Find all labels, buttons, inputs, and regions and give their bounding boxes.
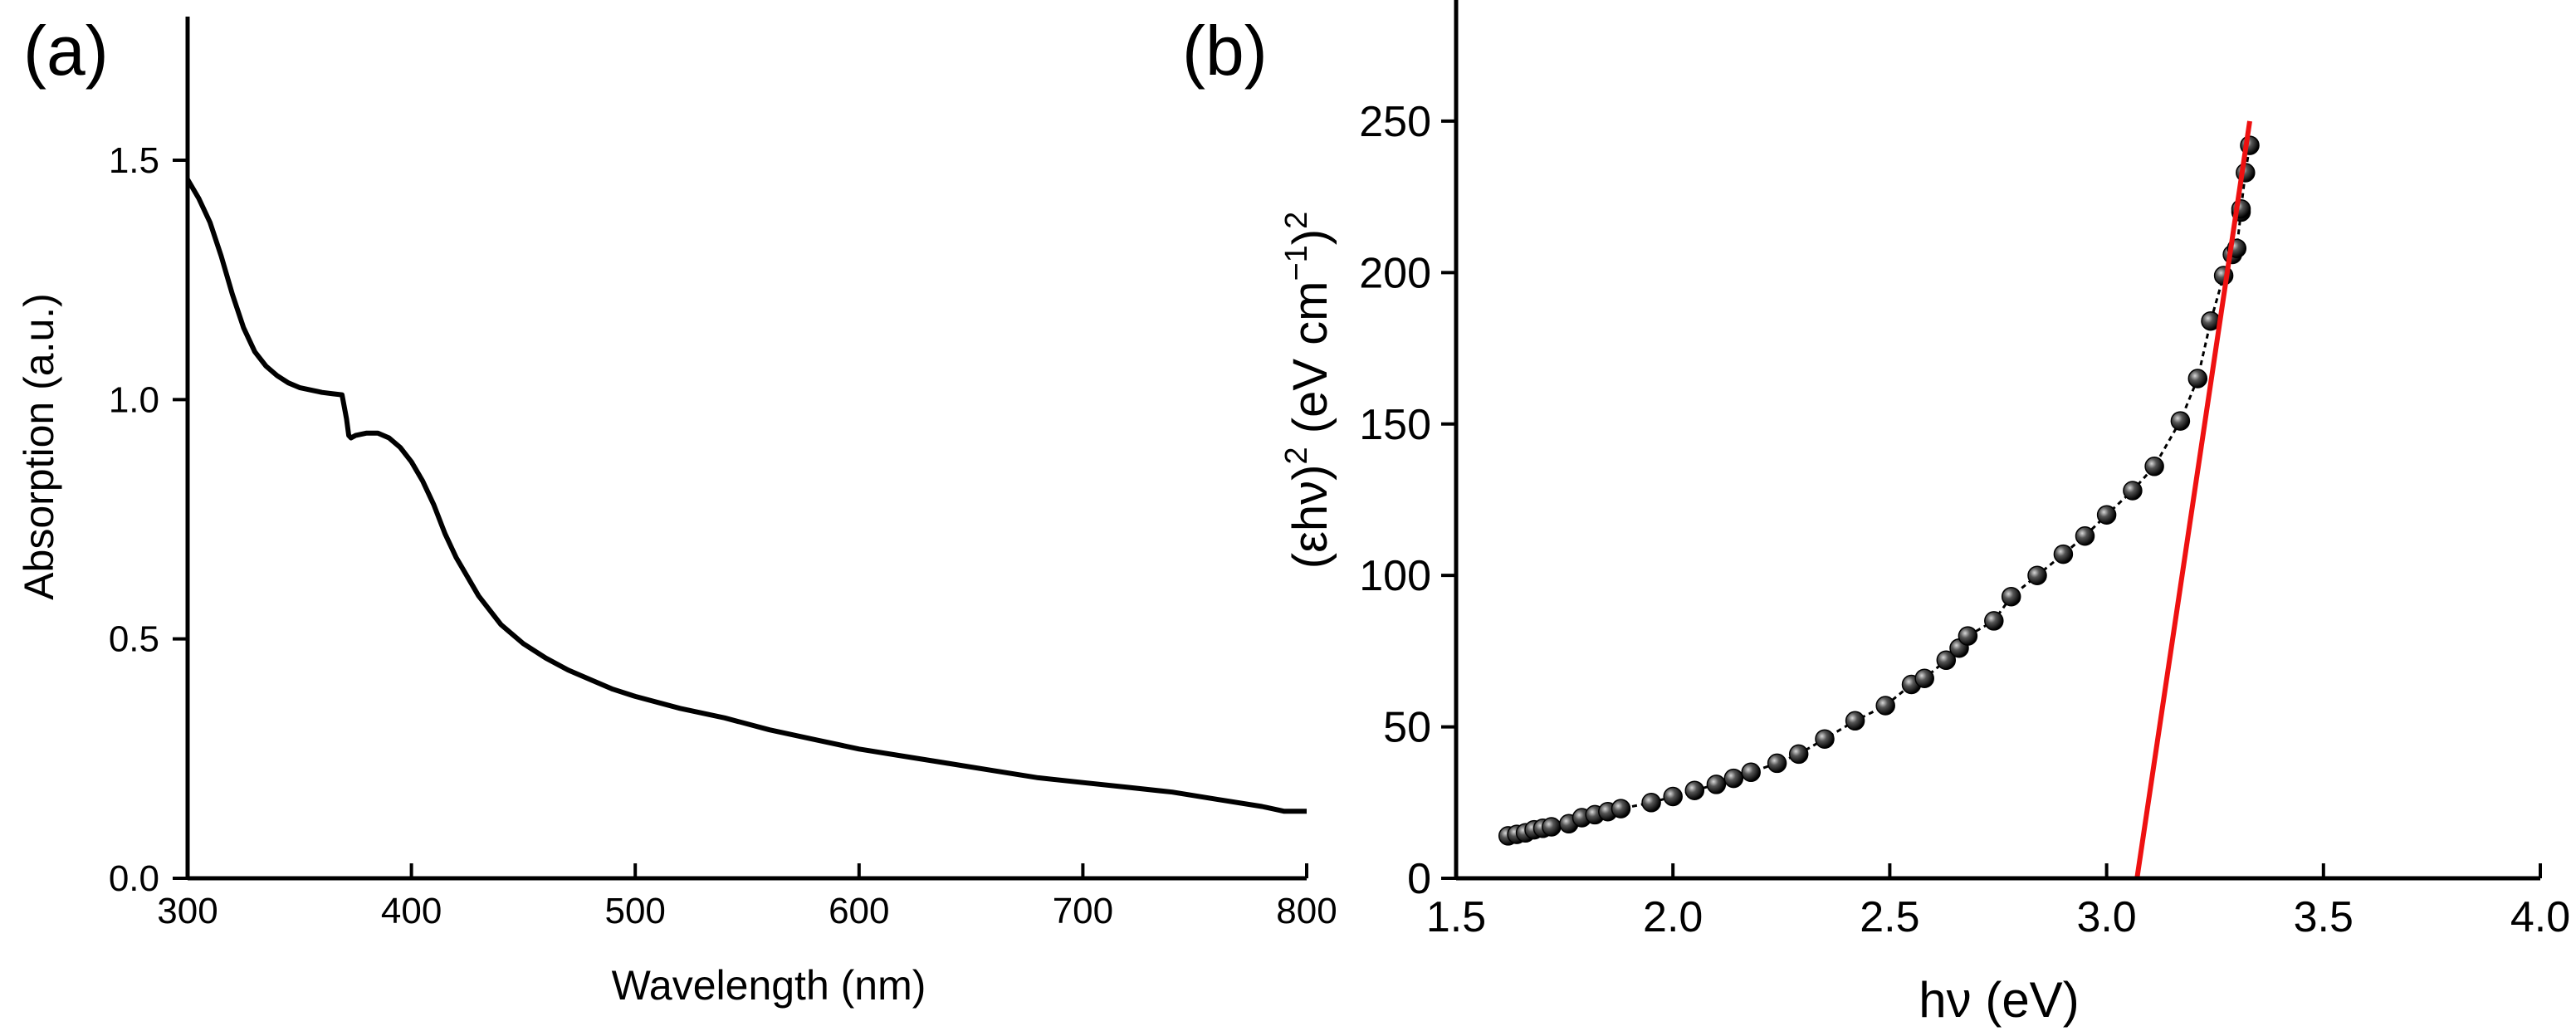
tauc-data-point xyxy=(1984,611,2004,631)
panel-a-y-axis-label: Absorption (a.u.) xyxy=(16,293,62,600)
panel-a-y-tick-label: 1.5 xyxy=(109,140,159,181)
tauc-data-point xyxy=(1815,729,1835,749)
tauc-data-point xyxy=(2144,457,2164,476)
panel-b-x-tick-label: 4.0 xyxy=(2510,893,2570,941)
panel-a-x-tick-label: 700 xyxy=(1053,891,1113,931)
tauc-data-point xyxy=(1767,753,1787,774)
tauc-data-point xyxy=(2123,481,2143,501)
absorption-curve xyxy=(185,178,1307,814)
panel-b-x-tick-label: 1.5 xyxy=(1426,893,1486,941)
panel-a-x-tick-label: 600 xyxy=(829,891,889,931)
tauc-data-point xyxy=(1684,780,1705,800)
tauc-data-point xyxy=(1706,775,1727,794)
tauc-data-point xyxy=(1845,711,1865,731)
tauc-data-point xyxy=(2187,369,2208,388)
panel-b-y-tick-label: 200 xyxy=(1359,249,1431,297)
panel-b-x-axis-label: hν (eV) xyxy=(1919,972,2079,1028)
tauc-data-point xyxy=(1542,817,1562,837)
panel-b-y-tick-label: 0 xyxy=(1407,855,1431,903)
panel-b-label: (b) xyxy=(1182,12,1268,90)
tauc-data-point xyxy=(2075,525,2095,546)
tauc-data-point xyxy=(1936,650,1957,671)
y-label-part-1: (εhν) xyxy=(1283,465,1337,569)
panel-b-y-tick-label: 100 xyxy=(1359,552,1431,600)
panel-b-y-tick-label: 50 xyxy=(1383,704,1431,752)
tauc-data-point xyxy=(1663,786,1683,807)
panel-b-tick-labels: 1.5 2.0 2.5 3.0 3.5 4.0 0 50 100 150 200 250 xyxy=(1359,98,2570,941)
panel-a-x-tick-label: 500 xyxy=(604,891,665,931)
panel-b-x-tick-label: 2.0 xyxy=(1643,893,1703,941)
panel-a: (a) 300 400 500 600 700 800 0.0 0.5 1.0 1.5 Wavel… xyxy=(16,12,1337,1009)
y-label-sup-3: 2 xyxy=(1279,212,1314,229)
tauc-data-points xyxy=(1498,135,2260,846)
tauc-data-point xyxy=(1723,768,1744,789)
tauc-linear-fit xyxy=(2134,120,2252,879)
panel-a-tick-labels: 300 400 500 600 700 800 0.0 0.5 1.0 1.5 xyxy=(109,140,1337,931)
panel-a-y-tick-label: 0.0 xyxy=(109,858,159,899)
tauc-data-point xyxy=(2027,565,2047,585)
tauc-data-point xyxy=(2096,505,2117,525)
tauc-data-point xyxy=(1875,696,1895,716)
y-label-part-2: (eV cm xyxy=(1283,281,1337,447)
y-label-part-3: ) xyxy=(1283,229,1337,245)
panel-b-x-tick-label: 3.5 xyxy=(2294,893,2354,941)
panel-b-x-tick-label: 3.0 xyxy=(2076,893,2136,941)
panel-b-x-tick-label: 2.5 xyxy=(1860,893,1919,941)
panel-a-x-axis-label: Wavelength (nm) xyxy=(612,962,926,1009)
panel-a-label: (a) xyxy=(23,12,109,90)
panel-b-y-axis-label: (εhν)2 (eV cm−1)2 xyxy=(1279,212,1337,569)
panel-b-ticks xyxy=(1441,119,2542,880)
tauc-data-point xyxy=(1641,793,1661,813)
tauc-data-point xyxy=(1788,744,1809,765)
panel-b-y-tick-label: 150 xyxy=(1359,401,1431,449)
panel-a-y-tick-label: 1.0 xyxy=(109,379,159,420)
y-label-sup-2: −1 xyxy=(1279,245,1314,281)
panel-a-x-tick-label: 400 xyxy=(381,891,442,931)
y-label-sup-1: 2 xyxy=(1279,447,1314,464)
tauc-data-point xyxy=(2053,544,2074,564)
tauc-data-point xyxy=(1611,799,1631,819)
tauc-data-point xyxy=(1741,762,1761,783)
panel-a-x-tick-label: 800 xyxy=(1276,891,1337,931)
panel-b-y-tick-label: 250 xyxy=(1359,98,1431,146)
tauc-data-point xyxy=(1958,626,1978,646)
tauc-data-point xyxy=(2170,411,2191,431)
tauc-data-point xyxy=(2001,586,2021,607)
panel-a-y-tick-label: 0.5 xyxy=(109,619,159,660)
panel-a-ticks xyxy=(173,159,1308,880)
tauc-data-point xyxy=(1914,668,1934,688)
panel-b: (b) 1.5 2.0 2.5 3.0 3.5 4.0 0 50 100 150 200 250 hν… xyxy=(1182,0,2570,1028)
panel-a-x-tick-label: 300 xyxy=(157,891,218,931)
